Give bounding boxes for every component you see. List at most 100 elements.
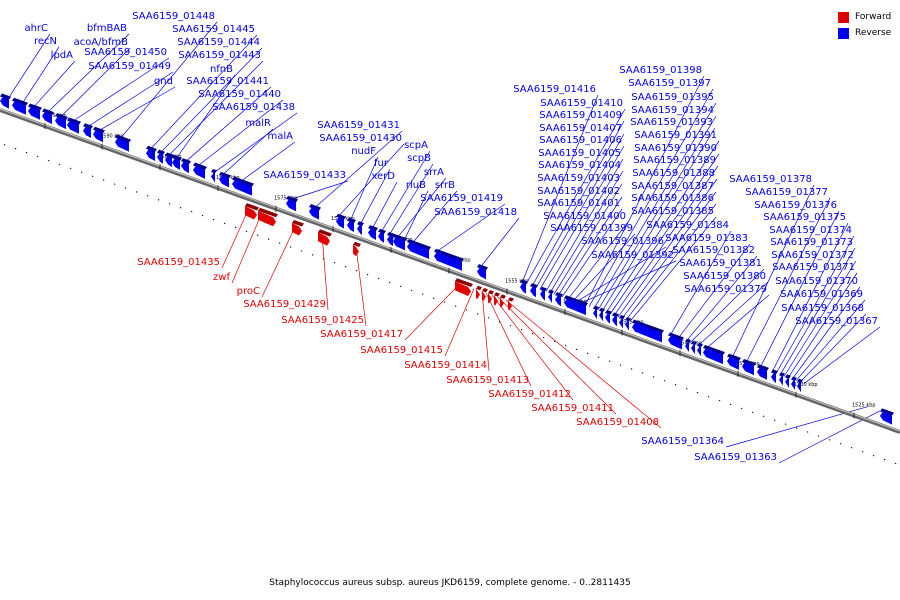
reverse-gene <box>530 283 538 298</box>
gene-label: SAA6159_01398 <box>619 65 702 76</box>
leader-line <box>783 260 857 377</box>
gene-label: SAA6159_01449 <box>88 61 171 72</box>
guide-dot <box>872 454 875 457</box>
leader-line <box>184 86 272 163</box>
leader-line <box>521 94 599 283</box>
map-caption: Staphylococcus aureus subsp. aureus JKD6… <box>269 578 631 588</box>
gene-label: SAA6159_01405 <box>538 148 621 159</box>
reverse-gene <box>599 307 605 322</box>
gene-label: SAA6159_01400 <box>543 211 626 222</box>
forward-gene <box>245 203 259 220</box>
gene-label: SAA6159_01411 <box>531 403 614 414</box>
guide-dot <box>124 187 127 189</box>
reverse-swatch <box>838 27 849 39</box>
forward-gene <box>494 292 500 306</box>
guide-dot <box>58 163 61 166</box>
guide-dot <box>597 356 600 358</box>
guide-dot <box>509 325 512 327</box>
leader-line <box>388 163 434 236</box>
reverse-gene <box>625 317 631 331</box>
leader-line <box>485 292 532 387</box>
guide-dot <box>564 344 567 347</box>
gene-label: SAA6159_01413 <box>446 375 529 386</box>
reverse-gene <box>548 289 554 303</box>
guide-dot <box>399 285 402 288</box>
gene-label: SAA6159_01376 <box>754 200 837 211</box>
reverse-gene <box>93 126 105 143</box>
leader-line <box>759 210 840 369</box>
gene-label: SAA6159_01384 <box>646 220 729 231</box>
guide-dot <box>652 376 655 378</box>
backbone-highlight <box>0 108 900 432</box>
leader-line <box>677 243 751 339</box>
guide-dot <box>740 407 743 410</box>
guide-dot <box>586 352 589 355</box>
gene-label: SAA6159_01444 <box>177 37 260 48</box>
guide-dot <box>696 391 699 394</box>
guide-dot <box>168 203 171 205</box>
leader-line <box>289 180 349 201</box>
reverse-gene <box>779 372 785 386</box>
leader-line <box>685 255 758 342</box>
leader-line <box>601 127 716 312</box>
gene-label: xerD <box>371 171 395 182</box>
gene-label: SAA6159_01369 <box>780 289 863 300</box>
guide-dot <box>289 246 292 248</box>
gene-label: SAA6159_01419 <box>420 193 503 204</box>
gene-label: SAA6159_01385 <box>631 206 714 217</box>
gene-label: recN <box>34 36 57 47</box>
guide-dot <box>784 423 787 425</box>
leader-line <box>609 153 720 315</box>
reverse-gene <box>309 204 321 220</box>
guide-dot <box>311 254 314 256</box>
guide-dot <box>641 372 644 374</box>
leader-line <box>575 246 667 303</box>
guide-dot <box>850 447 853 449</box>
reverse-gene <box>146 145 157 161</box>
reverse-gene <box>115 134 131 152</box>
reverse-gene <box>771 369 778 384</box>
reverse-gene <box>791 376 797 390</box>
guide-dot <box>520 328 523 331</box>
gene-label: SAA6159_01395 <box>631 92 714 103</box>
guide-dot <box>278 242 281 244</box>
guide-dot <box>828 439 831 441</box>
gene-label: SAA6159_01396 <box>581 236 664 247</box>
leader-line <box>745 197 831 364</box>
gene-label: nudF <box>351 146 376 157</box>
leader-line <box>380 150 431 233</box>
leader-line <box>539 145 625 290</box>
guide-dot <box>388 281 391 284</box>
guide-dot <box>498 321 501 323</box>
leader-line <box>579 260 677 304</box>
leader-line <box>149 34 258 150</box>
reverse-gene <box>685 338 691 353</box>
reverse-gene <box>619 314 625 329</box>
leader-line <box>629 216 717 322</box>
guide-dot <box>729 403 732 406</box>
gene-label: SAA6159_01394 <box>631 105 714 116</box>
guide-dot <box>410 289 413 292</box>
guide-dot <box>201 214 204 217</box>
reverse-gene <box>407 239 431 259</box>
leader-line <box>787 272 858 379</box>
gene-label: SAA6159_01403 <box>537 173 620 184</box>
reverse-gene <box>219 171 231 188</box>
gene-label: SAA6159_01387 <box>631 181 714 192</box>
gene-label: ahrC <box>24 23 48 34</box>
gene-label: SAA6159_01402 <box>537 186 620 197</box>
gene-label: SAA6159_01397 <box>628 78 711 89</box>
leader-line <box>313 130 403 209</box>
gene-label: SAA6159_01399 <box>550 223 633 234</box>
forward-gene <box>482 287 488 302</box>
guide-dot <box>817 435 820 437</box>
legend-reverse: Reverse <box>838 25 891 41</box>
leader-line <box>337 143 405 218</box>
guide-dot <box>190 210 193 213</box>
gene-label: lpdA <box>51 50 73 61</box>
guide-dot <box>542 336 545 339</box>
leader-line <box>221 207 250 269</box>
gene-label: SAA6159_01381 <box>679 258 762 269</box>
reverse-gene <box>605 309 612 324</box>
guide-dot <box>234 226 237 229</box>
